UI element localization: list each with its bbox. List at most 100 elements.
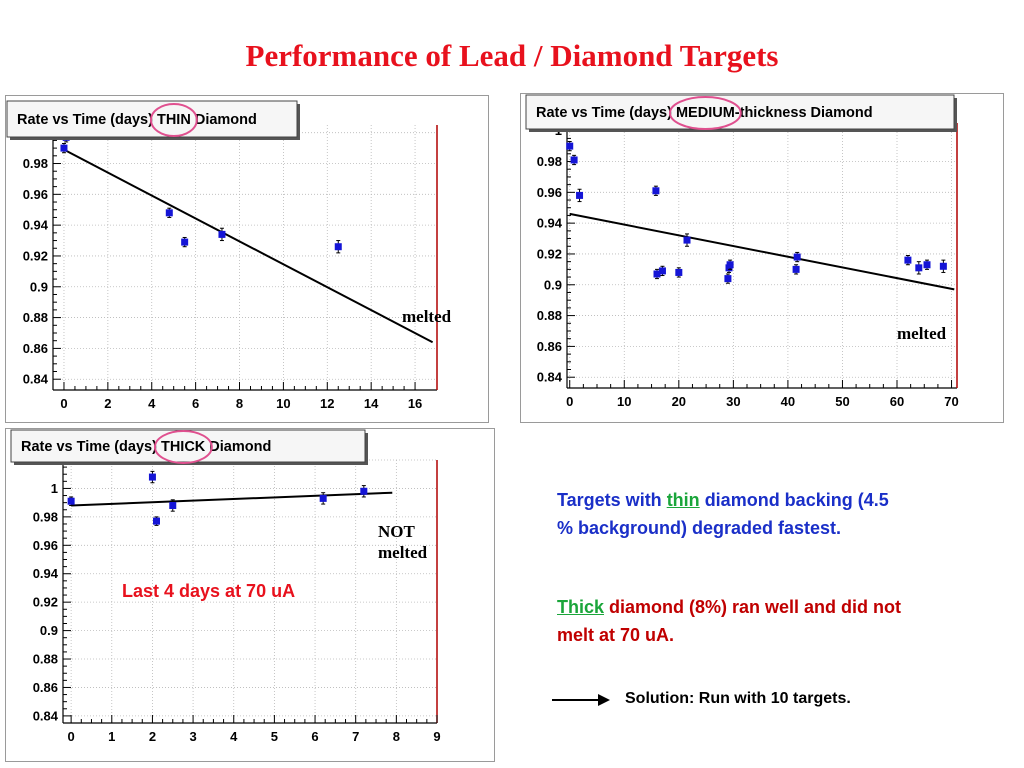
y-tick-label: 0.98 (23, 156, 48, 171)
chart-title-prefix: Rate vs Time (days) (21, 439, 161, 455)
x-tick-label: 2 (104, 396, 111, 411)
data-point (683, 236, 691, 244)
melted-label-medium: melted (897, 324, 947, 343)
x-tick-label: 8 (236, 396, 243, 411)
chart-title-suffix: Diamond (191, 112, 257, 128)
data-point (169, 501, 177, 509)
y-tick-label: 0.96 (33, 538, 58, 553)
y-tick-label: 0.94 (537, 216, 563, 231)
not-melted-line2: melted (378, 543, 428, 562)
data-point (939, 262, 947, 270)
y-tick-label: 0.86 (33, 680, 58, 695)
data-point (675, 268, 683, 276)
melted-label-thin: melted (402, 307, 452, 326)
x-tick-label: 7 (352, 729, 359, 744)
thin-conclusion: Targets with thin diamond backing (4.5 %… (557, 486, 897, 542)
chart-title-suffix: -thickness Diamond (735, 105, 873, 121)
y-tick-label: 0.86 (23, 341, 48, 356)
y-tick-label: 0.9 (544, 277, 562, 292)
thick-conclusion: Thick diamond (8%) ran well and did not … (557, 593, 937, 649)
plot-area (53, 125, 437, 390)
title-box (10, 429, 366, 463)
chart-thin-panel: 0 2 4 6 8 10 12 14 16 0.84 0.86 0.88 0.9 0.92 0.94 0.96… (5, 95, 489, 423)
data-point (793, 253, 801, 261)
y-tick-label: 0.92 (23, 248, 48, 263)
chart-thick-panel: 0 1 2 3 4 5 6 7 8 9 0.84 0.86 0.88 0.9 0.92 0.94 0.96 0.9… (5, 428, 495, 762)
y-tick-label: 0.94 (23, 218, 49, 233)
y-tick-label: 0.92 (33, 595, 58, 610)
not-melted-line1: NOT (378, 522, 415, 541)
y-tick-label: 0.96 (537, 185, 562, 200)
y-tick-label: 0.98 (537, 154, 562, 169)
x-tick-label: 6 (311, 729, 318, 744)
data-point (792, 265, 800, 273)
x-tick-label: 4 (148, 396, 156, 411)
x-tick-label: 40 (781, 394, 795, 409)
x-tick-label: 5 (271, 729, 278, 744)
y-tick-label: 0.98 (33, 509, 58, 524)
data-point (360, 487, 368, 495)
x-tick-label: 1 (108, 729, 115, 744)
x-tick-label: 4 (230, 729, 238, 744)
plot-area (567, 123, 957, 388)
fit-line (71, 491, 393, 507)
y-tick-label: 0.84 (23, 372, 49, 387)
x-tick-label: 0 (60, 396, 67, 411)
data-point (923, 261, 931, 269)
x-tick-label: 3 (189, 729, 196, 744)
y-tick-label: 0.88 (537, 308, 562, 323)
y-tick-label: 0.92 (537, 246, 562, 261)
y-tick-label: 0.94 (33, 566, 59, 581)
data-point (904, 256, 912, 264)
data-point (653, 270, 661, 278)
x-tick-label: 16 (408, 396, 422, 411)
data-point (165, 209, 173, 217)
chart-title-suffix: Diamond (205, 439, 271, 455)
y-tick-label: 1 (51, 481, 58, 496)
y-tick-label: 0.84 (537, 370, 563, 385)
x-tick-label: 70 (944, 394, 958, 409)
arrow-right-icon (552, 694, 610, 706)
y-tick-label: 0.86 (537, 339, 562, 354)
x-tick-label: 2 (149, 729, 156, 744)
highlight-circle (153, 430, 213, 464)
chart-title: Rate vs Time (days) THICK Diamond (21, 439, 271, 455)
chart-title-highlight: THICK (161, 439, 206, 455)
thick-conclusion-part2: diamond (8%) ran well and did not melt a… (557, 597, 902, 645)
slide-title: Performance of Lead / Diamond Targets (245, 38, 779, 73)
data-point (576, 191, 584, 199)
x-tick-label: 30 (726, 394, 740, 409)
data-point (148, 473, 156, 481)
solution-text: Solution: Run with 10 targets. (625, 690, 851, 707)
x-tick-label: 10 (276, 396, 290, 411)
data-point (566, 142, 574, 150)
y-tick-label: 0.9 (30, 279, 48, 294)
not-melted-label: NOT melted (378, 521, 427, 563)
highlight-circle (149, 103, 198, 137)
x-tick-label: 8 (393, 729, 400, 744)
x-tick-label: 0 (68, 729, 75, 744)
highlight-circle (668, 96, 742, 130)
data-point (181, 238, 189, 246)
thin-conclusion-part2: diamond backing (4.5 % background) degra… (557, 490, 889, 538)
chart-medium: 0 10 20 30 40 50 60 70 0.84 0.86 0.88 0.9 0.92 0.94 0.… (520, 93, 1004, 423)
chart-medium-panel: 0 10 20 30 40 50 60 70 0.84 0.86 0.88 0.9 0.92 0.94 0.… (520, 93, 1004, 423)
x-tick-label: 0 (566, 394, 573, 409)
x-tick-label: 6 (192, 396, 199, 411)
thick-word: Thick (557, 597, 605, 617)
data-point (218, 230, 226, 238)
data-point (915, 264, 923, 272)
y-tick-label: 0.88 (23, 310, 48, 325)
thin-word: thin (666, 490, 700, 510)
chart-title: Rate vs Time (days) MEDIUM-thickness Dia… (536, 105, 873, 121)
chart-thick: 0 1 2 3 4 5 6 7 8 9 0.84 0.86 0.88 0.9 0.92 0.94 0.96 0.9… (5, 428, 495, 762)
chart-title: Rate vs Time (days) THIN Diamond (17, 112, 257, 128)
data-point (60, 144, 68, 152)
data-point (67, 497, 75, 505)
data-point (724, 275, 732, 283)
y-tick-label: 0.84 (33, 708, 59, 723)
data-point (658, 267, 666, 275)
fit-line (569, 212, 955, 291)
x-tick-label: 9 (433, 729, 440, 744)
chart-title-prefix: Rate vs Time (days) (536, 105, 676, 121)
